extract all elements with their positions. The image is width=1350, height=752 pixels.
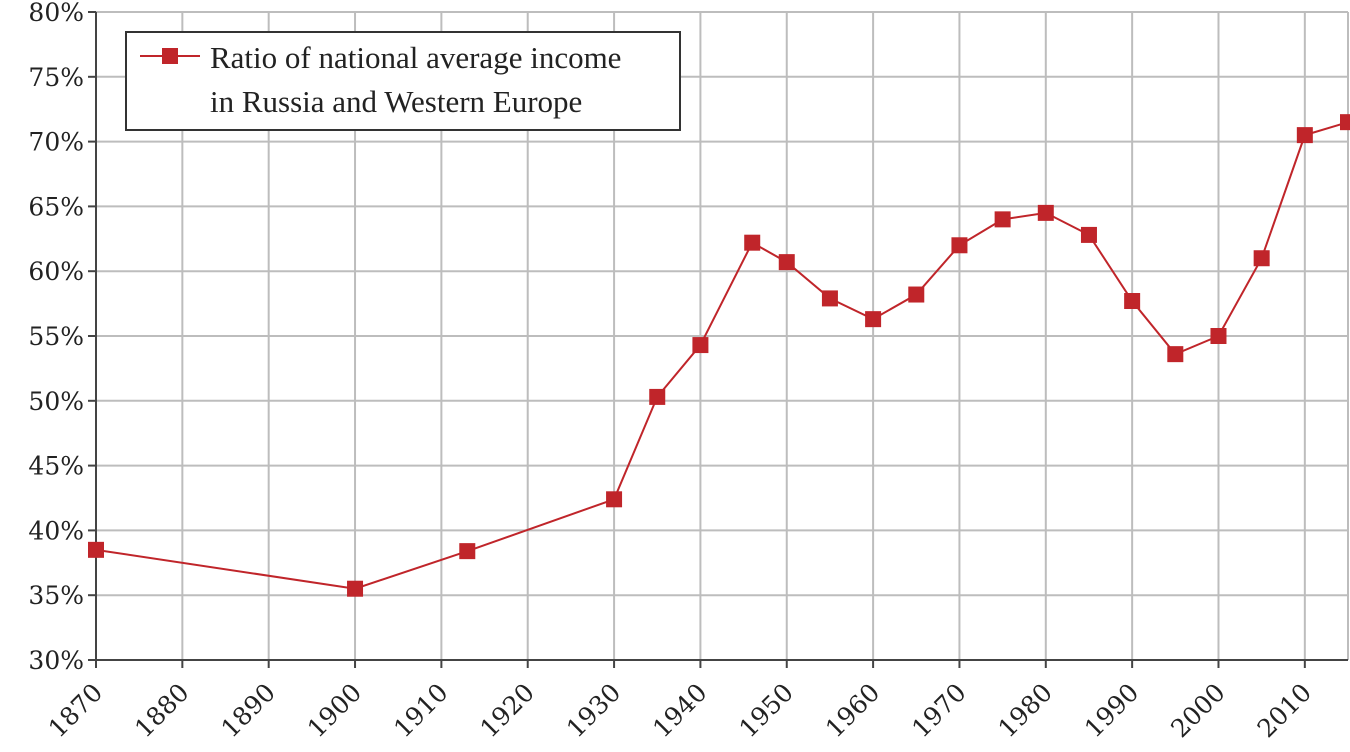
data-point [88,541,104,558]
data-point [778,254,795,271]
data-point [744,234,761,251]
y-tick-label: 65% [28,192,84,221]
data-point [1037,204,1054,221]
legend-box [125,31,681,131]
y-tick-label: 80% [28,0,84,27]
data-point [459,543,476,560]
y-tick-label: 30% [28,646,84,675]
data-point [1080,226,1097,243]
x-tick-label: 1980 [993,678,1058,743]
data-point [649,388,666,405]
data-point [606,491,623,508]
x-tick-label: 2000 [1165,678,1230,743]
data-point [692,337,709,354]
data-point [994,211,1011,228]
y-tick-label: 60% [28,257,84,286]
x-tick-label: 1890 [215,678,280,743]
y-tick-label: 75% [28,63,84,92]
x-tick-label: 1930 [561,678,626,743]
data-point [1340,114,1350,131]
y-tick-label: 50% [28,387,84,416]
x-tick-label: 1960 [820,678,885,743]
data-point [1296,127,1313,144]
data-point [1124,293,1141,310]
y-tick-label: 40% [28,516,84,545]
y-tick-label: 45% [28,452,84,481]
x-tick-label: 2010 [1252,678,1317,743]
x-tick-label: 1940 [647,678,712,743]
x-tick-label: 1870 [43,678,108,743]
legend-label-line-2: in Russia and Western Europe [210,84,582,119]
y-tick-label: 35% [28,581,84,610]
x-tick-label: 1990 [1079,678,1144,743]
data-point [1253,250,1270,267]
x-tick-label: 1920 [474,678,539,743]
x-tick-label: 1910 [388,678,453,743]
data-point [865,311,882,328]
x-tick-label: 1950 [734,678,799,743]
legend-marker-sample [162,48,178,64]
data-point [1167,346,1184,363]
x-tick-label: 1970 [906,678,971,743]
data-point [821,290,838,307]
series [88,114,1350,597]
x-tick-label: 1900 [302,678,367,743]
y-tick-label: 70% [28,128,84,157]
legend: Ratio of national average income in Russ… [125,31,681,131]
data-point [951,237,968,254]
legend-label-line-1: Ratio of national average income [210,40,621,75]
y-tick-label: 55% [28,322,84,351]
series-line [95,121,1349,590]
data-point [1210,328,1227,344]
data-point [347,580,364,597]
data-point [908,286,925,303]
x-tick-label: 1880 [129,678,194,743]
